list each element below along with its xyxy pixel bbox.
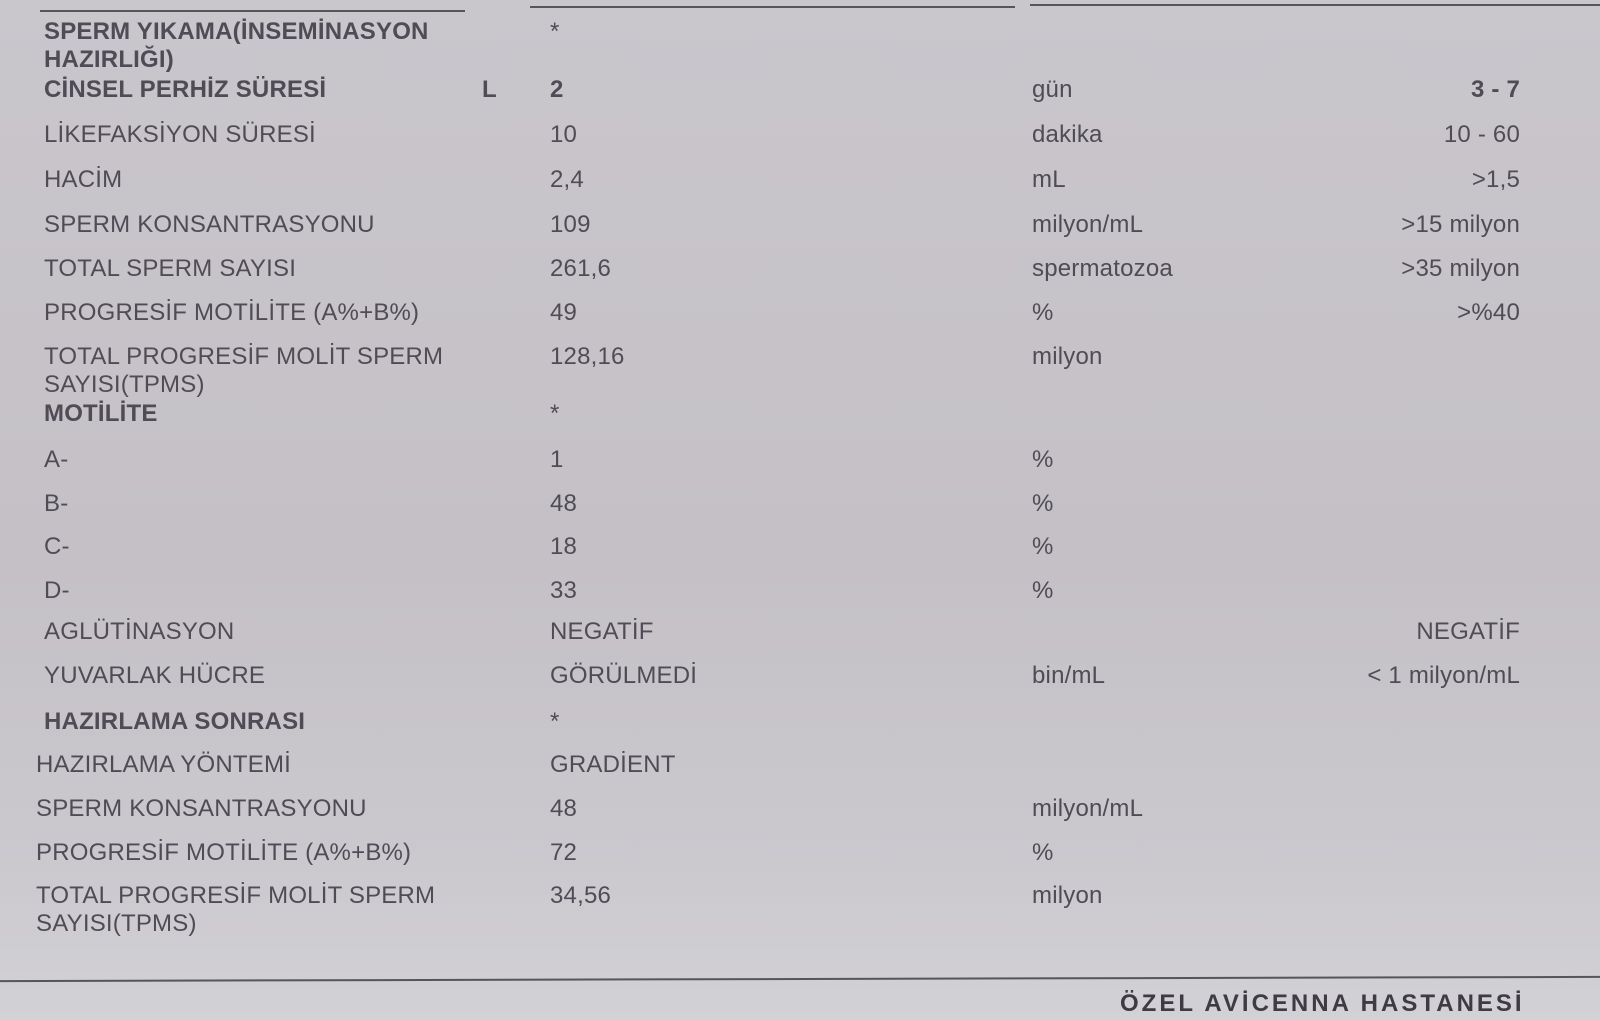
reference-range: NEGATİF: [1416, 618, 1520, 645]
unit: %: [1032, 299, 1054, 326]
result-value: 48: [550, 490, 578, 517]
test-name: AGLÜTİNASYON: [44, 618, 235, 645]
result-value: *: [550, 708, 560, 735]
flag: L: [482, 76, 497, 103]
test-name: CİNSEL PERHİZ SÜRESİ: [44, 76, 327, 103]
test-name: HAZIRLAMA SONRASI: [44, 708, 306, 735]
unit: gün: [1032, 76, 1073, 103]
result-value: 1: [550, 446, 564, 473]
result-value: 49: [550, 299, 578, 326]
unit: %: [1032, 839, 1054, 866]
test-name: MOTİLİTE: [44, 400, 158, 427]
unit: milyon/mL: [1032, 795, 1144, 822]
test-name: TOTAL PROGRESİF MOLİT SPERM SAYISI(TPMS): [36, 882, 436, 937]
unit: %: [1032, 446, 1054, 473]
test-name: SPERM KONSANTRASYONU: [44, 211, 375, 238]
result-value: NEGATİF: [550, 618, 654, 645]
reference-range: >1,5: [1471, 166, 1520, 193]
footer-rule: [0, 975, 1600, 983]
header-rule-right: [1030, 4, 1600, 6]
result-value: 48: [550, 795, 578, 822]
header-rule-mid: [530, 6, 1015, 8]
test-name: SPERM YIKAMA(İNSEMİNASYON HAZIRLIĞI): [44, 18, 429, 73]
test-name: HACİM: [44, 166, 123, 193]
header-rule-left: [40, 10, 465, 12]
result-value: *: [550, 18, 560, 45]
result-value: 18: [550, 533, 578, 560]
hospital-name: ÖZEL AVİCENNA HASTANESİ: [1120, 990, 1525, 1017]
unit: %: [1032, 490, 1054, 517]
test-name: LİKEFAKSİYON SÜRESİ: [44, 121, 316, 148]
test-name: TOTAL PROGRESİF MOLİT SPERM SAYISI(TPMS): [44, 343, 444, 398]
test-name: YUVARLAK HÜCRE: [44, 662, 266, 689]
test-name: PROGRESİF MOTİLİTE (A%+B%): [44, 299, 420, 326]
unit: milyon/mL: [1032, 211, 1144, 238]
unit: mL: [1032, 166, 1066, 193]
result-value: 109: [550, 211, 591, 238]
test-name: TOTAL SPERM SAYISI: [44, 255, 297, 282]
result-value: 2,4: [550, 166, 584, 193]
unit: dakika: [1032, 121, 1103, 148]
unit: %: [1032, 533, 1054, 560]
test-name: PROGRESİF MOTİLİTE (A%+B%): [36, 839, 412, 866]
test-name: D-: [44, 577, 70, 604]
result-value: 261,6: [550, 255, 612, 282]
result-value: 34,56: [550, 882, 612, 909]
test-name: C-: [44, 533, 70, 560]
unit: bin/mL: [1032, 662, 1106, 689]
reference-range: >15 milyon: [1401, 211, 1520, 238]
result-value: GRADİENT: [550, 751, 676, 778]
test-name: HAZIRLAMA YÖNTEMİ: [36, 751, 292, 778]
reference-range: 10 - 60: [1443, 121, 1520, 148]
test-name: B-: [44, 490, 69, 517]
test-name: SPERM KONSANTRASYONU: [36, 795, 367, 822]
result-value: GÖRÜLMEDİ: [550, 662, 698, 689]
reference-range: 3 - 7: [1470, 76, 1520, 103]
reference-range: >35 milyon: [1401, 255, 1520, 282]
reference-range: < 1 milyon/mL: [1367, 662, 1520, 689]
unit: %: [1032, 577, 1054, 604]
result-value: 72: [550, 839, 578, 866]
unit: milyon: [1032, 882, 1103, 909]
unit: spermatozoa: [1032, 255, 1173, 282]
result-value: *: [550, 400, 560, 427]
result-value: 2: [550, 76, 564, 103]
result-value: 10: [550, 121, 578, 148]
result-value: 33: [550, 577, 578, 604]
result-value: 128,16: [550, 343, 625, 370]
reference-range: >%40: [1457, 299, 1520, 326]
unit: milyon: [1032, 343, 1103, 370]
test-name: A-: [44, 446, 69, 473]
